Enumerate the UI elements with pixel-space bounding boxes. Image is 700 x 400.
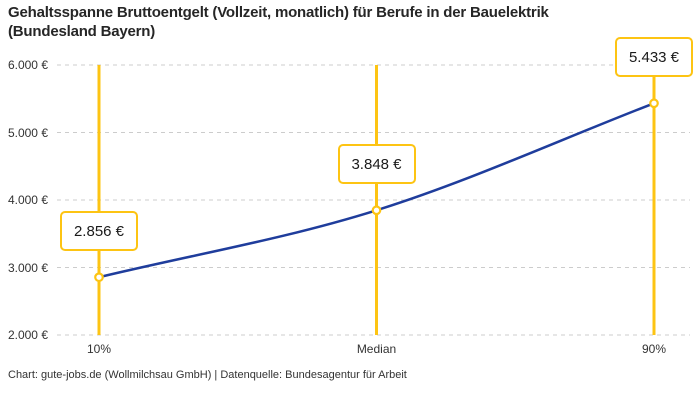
- y-axis-tick: 2.000 €: [7, 328, 48, 342]
- chart-footer: Chart: gute-jobs.de (Wollmilchsau GmbH) …: [8, 369, 407, 381]
- x-axis-tick: 10%: [86, 342, 112, 356]
- chart-title-line1: Gehaltsspanne Bruttoentgelt (Vollzeit, m…: [8, 4, 549, 21]
- y-axis-tick: 4.000 €: [7, 193, 48, 207]
- value-callout: 3.848 €: [337, 144, 416, 185]
- data-point-marker: [371, 205, 382, 216]
- y-axis-tick: 6.000 €: [7, 58, 48, 72]
- data-point-marker: [649, 98, 659, 109]
- x-axis-tick: 90%: [641, 342, 667, 356]
- chart-title-line2: (Bundesland Bayern): [8, 23, 156, 40]
- data-point-marker: [94, 272, 104, 283]
- y-axis-tick: 5.000 €: [7, 125, 48, 140]
- x-axis-tick: Median: [356, 342, 397, 356]
- chart-title: Gehaltsspanne Bruttoentgelt (Vollzeit, m…: [8, 3, 694, 41]
- value-callout: 2.856 €: [60, 211, 138, 252]
- value-callout: 5.433 €: [615, 37, 693, 78]
- y-axis-tick: 3.000 €: [7, 260, 48, 275]
